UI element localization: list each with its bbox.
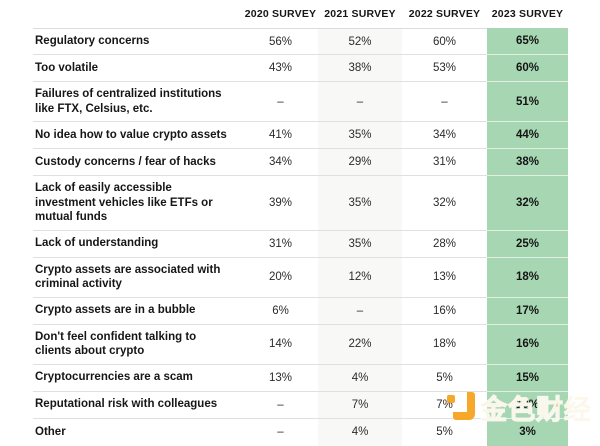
row-label: Cryptocurrencies are a scam [33, 365, 243, 392]
table-header-row: 2020 SURVEY 2021 SURVEY 2022 SURVEY 2023… [33, 0, 568, 28]
value-2022: 5% [402, 365, 487, 392]
table-row: Cryptocurrencies are a scam 13% 4% 5% 15% [33, 364, 568, 392]
table-row: Failures of centralized institutions lik… [33, 82, 568, 122]
table-row: Regulatory concerns 56% 52% 60% 65% [33, 28, 568, 55]
table-row: Crypto assets are associated with crimin… [33, 257, 568, 298]
value-2022: 28% [402, 231, 487, 258]
value-2021: – [318, 297, 402, 325]
value-2020: 43% [243, 55, 318, 82]
table-row: Crypto assets are in a bubble 6% –16% 17% [33, 297, 568, 325]
value-2021: 52% [318, 28, 402, 55]
value-2020: 31% [243, 231, 318, 258]
value-2023-highlighted: 44% [487, 122, 568, 149]
value-2023-highlighted: 15% [487, 364, 568, 392]
row-label: Reputational risk with colleagues [33, 392, 243, 419]
column-header-2022-survey: 2022 SURVEY [408, 8, 481, 20]
value-2023-highlighted: 51% [487, 82, 568, 122]
column-header-2020-survey: 2020 SURVEY [244, 8, 317, 20]
value-2022: 18% [402, 325, 487, 365]
value-2021: 7% [318, 391, 402, 419]
value-2023-highlighted: 3% [487, 418, 568, 446]
value-2021: 38% [318, 55, 402, 82]
value-2023-highlighted: 38% [487, 149, 568, 176]
value-2023-highlighted: 18% [487, 257, 568, 298]
value-2022: 7% [402, 392, 487, 419]
column-header-2023-survey: 2023 SURVEY [491, 8, 564, 20]
column-header-2021-survey: 2021 SURVEY [324, 8, 396, 20]
value-2022: 16% [402, 298, 487, 325]
value-2020: – [277, 426, 284, 438]
value-2021: 22% [318, 324, 402, 365]
row-label: Failures of centralized institutions lik… [33, 82, 243, 122]
table-row: Reputational risk with colleagues –7% 7% 10… [33, 391, 568, 419]
value-2021: 4% [318, 364, 402, 392]
table-body: Regulatory concerns 56% 52% 60% 65% Too volat… [33, 28, 568, 446]
value-2021: 35% [318, 230, 402, 258]
value-2022: – [402, 82, 487, 122]
table-row: Too volatile 43% 38% 53% 60% [33, 55, 568, 82]
table-row: Custody concerns / fear of hacks 34% 29% 31… [33, 149, 568, 176]
value-2021: 29% [318, 149, 402, 176]
row-label: Crypto assets are in a bubble [33, 298, 243, 325]
value-2020: – [243, 392, 318, 419]
value-2022: 34% [402, 122, 487, 149]
value-2023-highlighted: 32% [487, 176, 568, 231]
value-2021: – [318, 82, 402, 122]
value-2022: 31% [402, 149, 487, 176]
row-label: No idea how to value crypto assets [33, 122, 243, 149]
value-2020: 6% [243, 298, 318, 325]
table-row: Lack of easily accessible investment veh… [33, 176, 568, 231]
value-2022: 13% [402, 258, 487, 298]
value-2023-highlighted: 60% [487, 55, 568, 82]
table-row: Lack of understanding 31% 35% 28% 25% [33, 230, 568, 258]
table-row: Don't feel confident talking to clients … [33, 324, 568, 365]
value-2021: 35% [318, 176, 402, 231]
value-2023-highlighted: 17% [487, 297, 568, 325]
row-label: Lack of understanding [33, 231, 243, 258]
table-row: Other – 4% 5% 3% [33, 418, 568, 446]
value-2022: 32% [402, 176, 487, 231]
row-label: Too volatile [33, 55, 243, 82]
value-2023-highlighted: 10% [487, 391, 568, 419]
value-2020: 14% [243, 325, 318, 365]
value-2020: – [243, 82, 318, 122]
row-label: Other [35, 425, 66, 438]
value-2020: 13% [243, 365, 318, 392]
row-label: Custody concerns / fear of hacks [33, 149, 243, 176]
value-2020: 20% [243, 258, 318, 298]
value-2021: 4% [318, 418, 402, 446]
row-label: Crypto assets are associated with crimin… [33, 258, 243, 298]
value-2020: 39% [243, 176, 318, 231]
row-label: Regulatory concerns [33, 28, 243, 55]
value-2023-highlighted: 16% [487, 324, 568, 365]
value-2021: 35% [318, 122, 402, 149]
row-label: Don't feel confident talking to clients … [33, 325, 243, 365]
value-2021: 12% [318, 257, 402, 298]
table-row: No idea how to value crypto assets 41% 35%… [33, 122, 568, 149]
value-2023-highlighted: 25% [487, 230, 568, 258]
value-2020: 56% [243, 28, 318, 55]
value-2020: 41% [243, 122, 318, 149]
value-2023-highlighted: 65% [487, 28, 568, 55]
value-2022: 5% [436, 426, 453, 438]
value-2022: 53% [402, 55, 487, 82]
row-label: Lack of easily accessible investment veh… [33, 176, 243, 231]
value-2020: 34% [243, 149, 318, 176]
value-2022: 60% [402, 28, 487, 55]
crypto-concerns-survey-table: 2020 SURVEY 2021 SURVEY 2022 SURVEY 2023… [33, 0, 568, 446]
